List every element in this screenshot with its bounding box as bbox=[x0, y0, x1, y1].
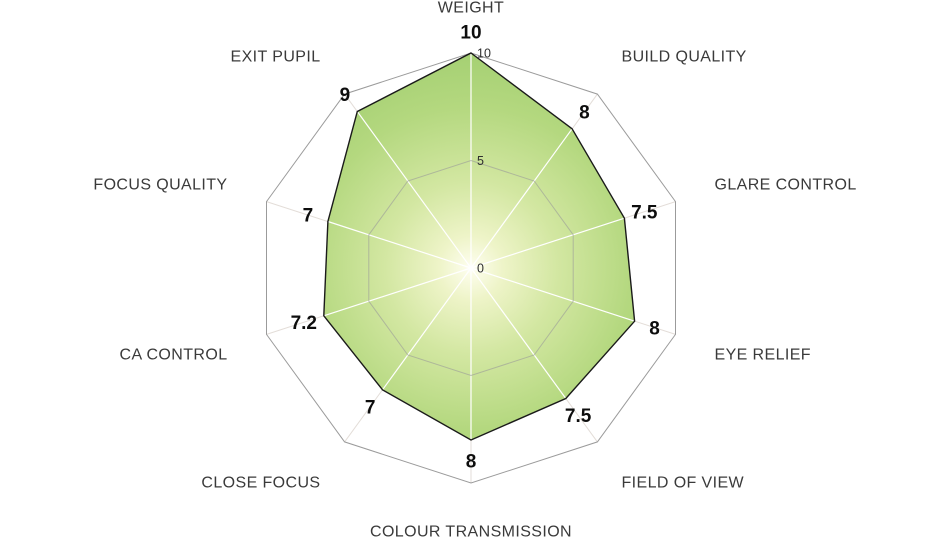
value-label: 10 bbox=[460, 23, 481, 44]
value-label: 7.5 bbox=[631, 202, 658, 223]
axis-spoke-inner bbox=[327, 220, 472, 269]
tick-label: 0 bbox=[477, 261, 484, 275]
value-label: 8 bbox=[649, 318, 660, 339]
axis-spoke-inner bbox=[470, 267, 635, 322]
category-label: COLOUR TRANSMISSION bbox=[370, 524, 572, 538]
axis-spoke-inner bbox=[323, 267, 472, 317]
category-label: CLOSE FOCUS bbox=[201, 475, 320, 492]
value-label: 7 bbox=[365, 397, 376, 418]
value-label: 7.2 bbox=[291, 313, 317, 334]
axis-spoke-inner bbox=[382, 267, 472, 391]
value-label: 8 bbox=[466, 452, 477, 473]
category-label: WEIGHT bbox=[438, 0, 504, 17]
web-outer-ring bbox=[266, 52, 676, 484]
tick-label: 10 bbox=[477, 46, 491, 60]
value-label: 9 bbox=[340, 85, 351, 106]
axis-spoke-inner bbox=[356, 111, 472, 269]
category-label: BUILD QUALITY bbox=[622, 49, 747, 66]
value-label: 8 bbox=[579, 103, 590, 124]
axis-spoke-inner bbox=[470, 267, 567, 399]
category-label: FOCUS QUALITY bbox=[93, 177, 227, 194]
grid-ring bbox=[368, 159, 574, 377]
category-label: CA CONTROL bbox=[119, 347, 227, 364]
axis-spoke-inner bbox=[470, 128, 573, 269]
category-label: GLARE CONTROL bbox=[715, 177, 857, 194]
category-label: FIELD OF VIEW bbox=[622, 475, 745, 492]
category-label: EYE RELIEF bbox=[715, 347, 811, 364]
radar-outline bbox=[323, 52, 636, 441]
category-label: EXIT PUPIL bbox=[231, 49, 321, 66]
axis-spoke-inner bbox=[470, 217, 625, 269]
value-label: 7 bbox=[303, 206, 314, 227]
tick-label: 5 bbox=[477, 154, 484, 168]
value-label: 7.5 bbox=[565, 406, 592, 427]
